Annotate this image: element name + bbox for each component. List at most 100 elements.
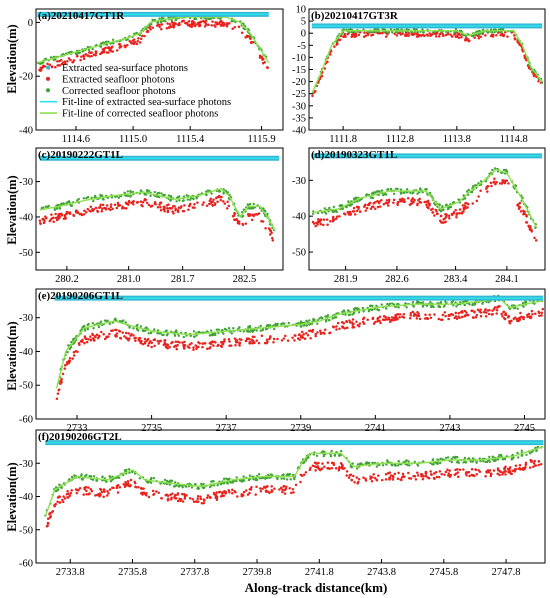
- seafloor-photon: [338, 327, 341, 330]
- seafloor-photon: [507, 470, 510, 474]
- seafloor-photon: [71, 357, 74, 360]
- seafloor-photon: [244, 36, 247, 39]
- seafloor-photon: [501, 473, 504, 476]
- seafloor-photon: [456, 212, 459, 215]
- seafloor-photon: [335, 215, 339, 218]
- corrected-photon: [47, 204, 50, 208]
- seafloor-photon: [496, 472, 499, 475]
- seafloor-photon: [120, 207, 124, 210]
- seafloor-photon: [101, 203, 105, 207]
- seafloor-photon: [163, 343, 166, 346]
- seafloor-photon: [91, 332, 94, 336]
- seafloor-photon: [314, 461, 317, 464]
- seafloor-photon: [188, 204, 191, 208]
- seafloor-photon: [208, 342, 212, 345]
- seafloor-photon: [454, 472, 458, 475]
- seafloor-photon: [440, 221, 444, 224]
- corrected-photon: [53, 208, 56, 212]
- seafloor-photon: [65, 211, 69, 214]
- corrected-photon: [146, 189, 149, 192]
- seafloor-photon: [131, 39, 135, 42]
- corrected-photon: [227, 327, 231, 330]
- corrected-photon: [356, 463, 360, 466]
- corrected-photon: [182, 335, 185, 339]
- seafloor-photon: [518, 201, 522, 205]
- corrected-photon: [393, 463, 396, 466]
- corrected-photon: [149, 331, 153, 335]
- seafloor-photon: [447, 214, 451, 218]
- corrected-photon: [344, 313, 347, 316]
- seafloor-photon: [189, 202, 192, 206]
- seafloor-photon: [534, 312, 537, 316]
- seafloor-photon: [496, 31, 500, 34]
- corrected-photon: [198, 330, 201, 334]
- seafloor-photon: [215, 491, 218, 494]
- seafloor-photon: [450, 213, 454, 216]
- corrected-photon: [362, 310, 365, 313]
- seafloor-photon: [109, 208, 112, 212]
- seafloor-photon: [176, 499, 180, 503]
- corrected-photon: [439, 210, 443, 213]
- seafloor-photon: [125, 207, 128, 210]
- corrected-photon: [150, 23, 153, 26]
- seafloor-photon: [115, 486, 119, 490]
- seafloor-photon: [117, 203, 120, 207]
- seafloor-photon: [103, 490, 106, 493]
- seafloor-photon: [60, 62, 64, 66]
- corrected-photon: [510, 458, 513, 461]
- corrected-photon: [185, 194, 188, 197]
- seafloor-photon: [93, 334, 97, 338]
- corrected-photon: [528, 452, 532, 455]
- seafloor-photon: [400, 478, 403, 482]
- seafloor-photon: [206, 347, 209, 351]
- corrected-photon: [405, 28, 409, 31]
- seafloor-photon: [293, 339, 296, 342]
- seafloor-photon: [471, 309, 474, 312]
- seafloor-photon: [100, 210, 104, 213]
- seafloor-photon: [213, 203, 217, 207]
- seafloor-photon: [439, 318, 443, 321]
- corrected-photon: [340, 449, 343, 453]
- seafloor-photon: [216, 195, 219, 199]
- seafloor-photon: [437, 35, 441, 38]
- seafloor-photon: [49, 218, 53, 221]
- y-tick-label: -50: [19, 525, 33, 536]
- corrected-photon: [388, 302, 391, 305]
- seafloor-photon: [466, 37, 469, 41]
- seafloor-photon: [81, 338, 84, 342]
- corrected-photon: [192, 335, 196, 338]
- seafloor-photon: [344, 35, 347, 38]
- seafloor-photon: [170, 206, 174, 210]
- seafloor-photon: [390, 316, 394, 319]
- x-tick-label: 2747.8: [492, 567, 521, 578]
- seafloor-photon: [56, 500, 59, 504]
- seafloor-photon: [528, 466, 532, 469]
- seafloor-photon: [68, 357, 72, 360]
- x-tick-label: 1115.0: [119, 134, 147, 145]
- corrected-photon: [324, 320, 328, 323]
- seafloor-photon: [452, 211, 456, 215]
- seafloor-photon: [39, 222, 42, 226]
- seafloor-photon: [133, 480, 136, 484]
- y-tick-label: 10: [296, 5, 307, 16]
- seafloor-photon: [88, 492, 91, 495]
- seafloor-photon: [483, 308, 487, 312]
- seafloor-photon: [431, 207, 434, 211]
- seafloor-photon: [539, 463, 543, 466]
- seafloor-photon: [338, 215, 341, 218]
- seafloor-photon: [265, 338, 269, 341]
- seafloor-photon: [433, 472, 436, 475]
- panel-2: 1111.8 1112.8 1113.8 1114.8-40-35-30-25-20-…: [292, 5, 546, 145]
- corrected-photon: [416, 192, 419, 195]
- seafloor-photon: [208, 347, 211, 350]
- corrected-photon: [464, 460, 467, 464]
- seafloor-photon: [493, 306, 497, 309]
- corrected-photon: [92, 199, 95, 203]
- seafloor-photon: [102, 51, 106, 54]
- seafloor-photon: [502, 179, 506, 182]
- seafloor-photon: [279, 486, 283, 490]
- seafloor-photon: [339, 34, 343, 38]
- seafloor-photon: [331, 217, 335, 221]
- seafloor-photon: [225, 207, 229, 210]
- seafloor-photon: [200, 502, 204, 505]
